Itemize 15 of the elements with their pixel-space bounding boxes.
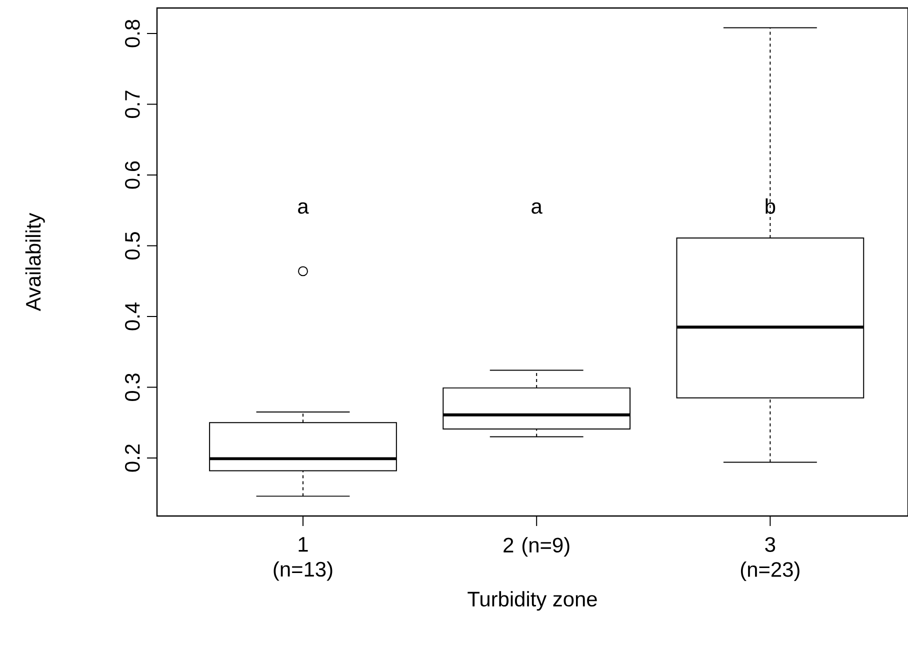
x-tick-label: 3 (n=23)	[740, 537, 800, 582]
annotation: b	[766, 198, 776, 214]
y-tick-label: 0.8	[125, 20, 140, 48]
y-axis-title: Availability	[25, 212, 45, 312]
y-tick-label: 0.6	[125, 161, 140, 189]
x-tick-label: 2 (n=9)	[504, 537, 570, 557]
y-tick-label: 0.4	[125, 302, 140, 330]
y-tick-label: 0.3	[125, 374, 140, 401]
annotation: a	[298, 202, 309, 214]
y-tick-label: 0.7	[125, 90, 140, 118]
annotation: a	[532, 202, 542, 214]
x-tick-label: 1 (n=13)	[274, 537, 332, 581]
y-tick-label: 0.2	[125, 444, 140, 472]
x-axis-title: Turbidity zone	[468, 591, 597, 611]
y-tick-label: 0.5	[125, 232, 140, 260]
